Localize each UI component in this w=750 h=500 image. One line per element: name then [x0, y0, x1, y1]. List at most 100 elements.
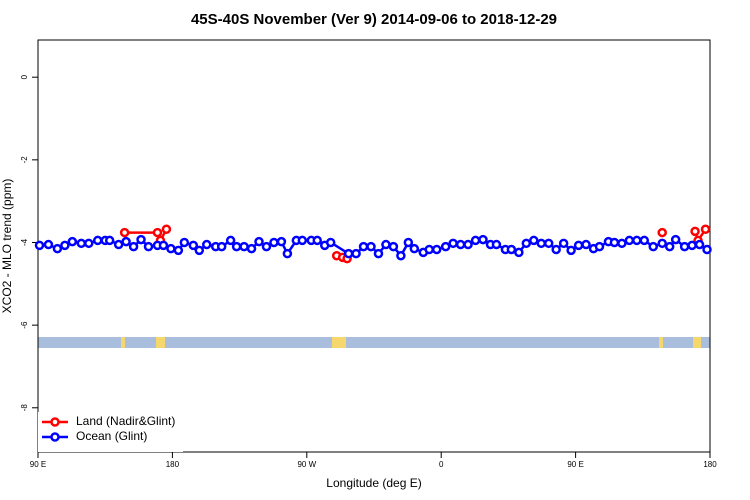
point — [566, 245, 576, 256]
point — [152, 227, 163, 238]
legend: Land (Nadir&Glint)Ocean (Glint) — [38, 412, 183, 452]
legend-marker — [50, 432, 60, 442]
point — [702, 244, 712, 255]
x-axis-label: Longitude (deg E) — [326, 476, 421, 490]
point — [312, 235, 323, 246]
point — [700, 224, 711, 235]
point — [632, 235, 642, 246]
point — [694, 239, 705, 250]
point — [470, 235, 481, 246]
point — [690, 226, 700, 237]
point — [657, 227, 667, 238]
point — [506, 244, 517, 255]
point — [514, 247, 524, 258]
point — [657, 238, 667, 249]
point — [529, 235, 539, 246]
point — [388, 241, 399, 252]
land-mask-band — [38, 337, 710, 348]
point — [173, 245, 184, 256]
point — [424, 244, 435, 255]
point — [143, 241, 154, 252]
point — [594, 241, 605, 252]
point — [188, 240, 199, 251]
x-tick-label: 90 E — [30, 460, 46, 469]
point — [403, 237, 414, 248]
point — [225, 235, 236, 246]
point — [536, 238, 547, 249]
point — [166, 243, 176, 254]
x-tick-label: 180 — [703, 460, 717, 469]
point — [297, 235, 308, 246]
point — [358, 241, 369, 252]
y-tick-label: -8 — [20, 404, 29, 412]
point — [573, 240, 584, 251]
point — [179, 237, 190, 248]
point — [201, 239, 212, 250]
point — [343, 248, 354, 259]
x-tick-label: 0 — [439, 460, 444, 469]
point — [521, 238, 532, 249]
point — [543, 238, 554, 249]
point — [440, 241, 451, 252]
point — [216, 241, 227, 252]
point — [261, 241, 272, 252]
point — [60, 240, 70, 251]
point — [269, 237, 279, 248]
point — [478, 234, 488, 245]
point — [158, 240, 169, 251]
point — [104, 235, 115, 246]
point — [558, 238, 569, 249]
point — [231, 241, 242, 252]
point — [84, 238, 94, 249]
point — [194, 245, 205, 256]
x-tick-label: 180 — [166, 460, 180, 469]
y-axis-label: XCO2 - MLO trend (ppm) — [0, 179, 14, 314]
point — [113, 239, 124, 250]
point — [119, 227, 130, 238]
point — [52, 243, 63, 254]
y-tick-label: -6 — [20, 321, 29, 329]
chart-title: 45S-40S November (Ver 9) 2014-09-06 to 2… — [191, 11, 557, 28]
legend-marker — [50, 417, 60, 427]
legend-label: Ocean (Glint) — [76, 429, 147, 443]
point — [455, 239, 466, 250]
point — [664, 241, 675, 252]
point — [679, 241, 690, 252]
point — [448, 238, 458, 249]
point — [121, 236, 131, 247]
point — [687, 240, 697, 251]
y-tick-label: -2 — [20, 156, 29, 164]
point — [239, 241, 249, 252]
point — [670, 234, 681, 245]
y-tick-label: 0 — [20, 74, 29, 79]
legend-label: Land (Nadir&Glint) — [76, 414, 175, 428]
point — [431, 244, 442, 255]
x-tick-label: 90 W — [297, 460, 316, 469]
point — [161, 224, 172, 235]
point — [381, 239, 391, 250]
point — [366, 241, 376, 252]
y-tick-label: -4 — [20, 238, 29, 246]
point — [639, 235, 650, 246]
point — [76, 238, 87, 249]
point — [648, 241, 659, 252]
point — [136, 234, 146, 245]
point — [282, 248, 293, 259]
point — [325, 237, 336, 248]
point — [276, 236, 287, 247]
point — [43, 239, 54, 250]
point — [491, 239, 502, 250]
point — [92, 235, 103, 246]
x-tick-label: 90 E — [567, 460, 583, 469]
point — [609, 237, 620, 248]
point — [463, 239, 473, 250]
point — [128, 241, 139, 252]
point — [581, 239, 591, 250]
point — [396, 250, 406, 261]
point — [34, 240, 45, 251]
point — [246, 243, 257, 254]
point — [351, 248, 361, 259]
point — [409, 243, 420, 254]
point — [67, 236, 78, 247]
